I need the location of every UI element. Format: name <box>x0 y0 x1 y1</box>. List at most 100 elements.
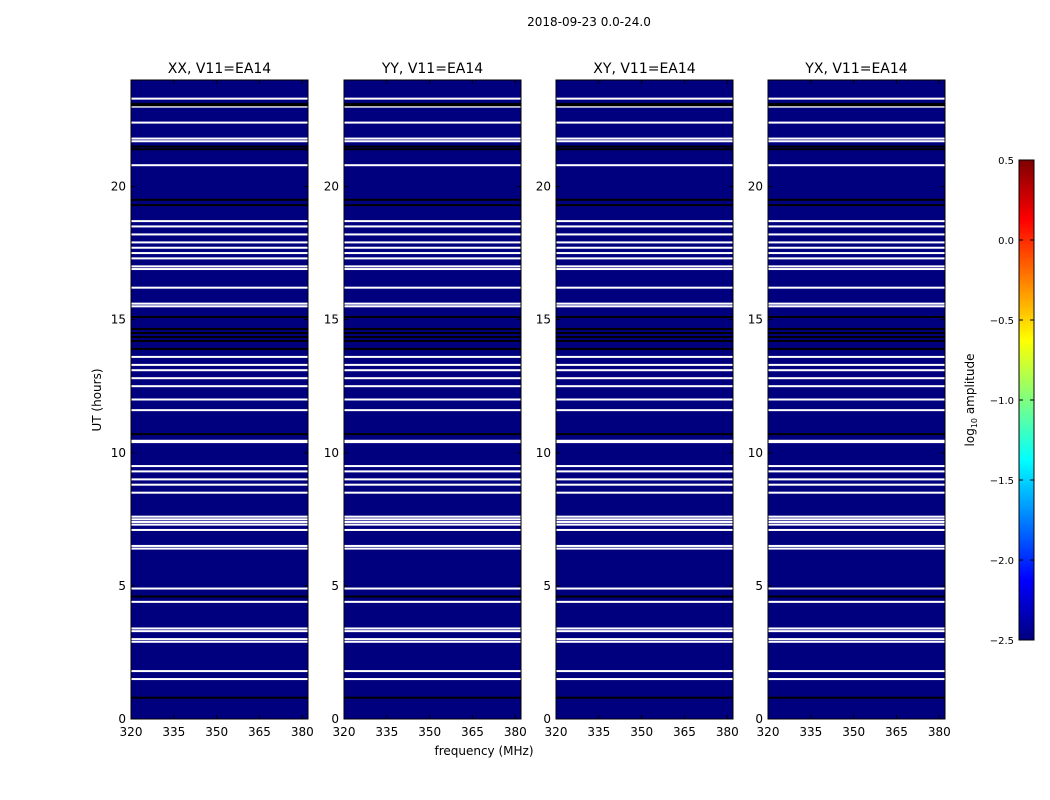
gap-line <box>344 305 521 308</box>
colorbar-tick-label: 0.5 <box>998 156 1014 167</box>
flag-line <box>131 145 308 148</box>
gap-line <box>131 638 308 641</box>
flag-line <box>768 331 945 334</box>
gap-line <box>556 220 733 223</box>
gap-line <box>556 547 733 550</box>
gap-line <box>556 363 733 366</box>
gap-line <box>768 355 945 358</box>
flag-line <box>131 104 308 107</box>
y-tick-label: 0 <box>331 712 339 726</box>
x-tick-label: 320 <box>120 725 143 739</box>
y-tick-label: 0 <box>118 712 126 726</box>
y-tick-label: 5 <box>118 579 126 593</box>
gap-line <box>556 441 733 444</box>
gap-line <box>768 137 945 140</box>
y-tick-label: 10 <box>748 446 763 460</box>
gap-line <box>131 678 308 681</box>
gap-line <box>344 523 521 526</box>
gap-line <box>768 515 945 518</box>
gap-line <box>768 544 945 547</box>
gap-line <box>768 441 945 444</box>
flag-line <box>131 315 308 318</box>
flag-line <box>556 145 733 148</box>
gap-line <box>768 246 945 249</box>
gap-line <box>768 220 945 223</box>
y-tick-label: 5 <box>543 579 551 593</box>
gap-line <box>556 121 733 124</box>
flag-line <box>556 315 733 318</box>
gap-line <box>556 140 733 143</box>
gap-line <box>556 439 733 442</box>
gap-line <box>768 241 945 244</box>
flag-line <box>768 315 945 318</box>
flag-line <box>768 204 945 207</box>
figure-suptitle: 2018-09-23 0.0-24.0 <box>527 15 651 29</box>
gap-line <box>556 286 733 289</box>
gap-line <box>556 520 733 523</box>
gap-line <box>556 305 733 308</box>
flag-line <box>131 347 308 350</box>
gap-line <box>768 302 945 305</box>
gap-line <box>768 363 945 366</box>
gap-line <box>344 518 521 521</box>
gap-line <box>768 305 945 308</box>
gap-line <box>556 600 733 603</box>
flag-line <box>344 104 521 107</box>
gap-line <box>344 265 521 268</box>
gap-line <box>556 252 733 255</box>
gap-line <box>768 547 945 550</box>
gap-line <box>556 670 733 673</box>
gap-line <box>131 627 308 630</box>
flag-line <box>344 696 521 699</box>
gap-line <box>131 478 308 481</box>
flag-line <box>556 347 733 350</box>
gap-line <box>131 97 308 100</box>
gap-line <box>556 246 733 249</box>
gap-line <box>556 640 733 643</box>
gap-line <box>131 523 308 526</box>
gap-line <box>131 483 308 486</box>
flag-line <box>131 204 308 207</box>
gap-line <box>768 518 945 521</box>
x-tick-label: 365 <box>461 725 484 739</box>
gap-line <box>768 385 945 388</box>
gap-line <box>344 257 521 260</box>
gap-line <box>556 528 733 531</box>
y-tick-label: 15 <box>748 313 763 327</box>
flag-line <box>768 104 945 107</box>
gap-line <box>768 268 945 271</box>
flag-line <box>344 315 521 318</box>
gap-line <box>556 97 733 100</box>
gap-line <box>344 97 521 100</box>
x-tick-label: 350 <box>205 725 228 739</box>
gap-line <box>344 398 521 401</box>
gap-line <box>344 483 521 486</box>
gap-line <box>556 544 733 547</box>
gap-line <box>131 544 308 547</box>
gap-line <box>768 478 945 481</box>
gap-line <box>344 377 521 380</box>
flag-line <box>344 433 521 436</box>
x-tick-label: 320 <box>757 725 780 739</box>
flag-line <box>344 347 521 350</box>
gap-line <box>131 233 308 236</box>
flag-line <box>768 198 945 201</box>
gap-line <box>556 470 733 473</box>
gap-line <box>556 587 733 590</box>
gap-line <box>344 355 521 358</box>
gap-line <box>344 627 521 630</box>
gap-line <box>768 409 945 412</box>
panel-4: YX, V11=EA14 320 335 350 365 380 0 5 10 15 20 <box>748 61 951 739</box>
gap-line <box>344 140 521 143</box>
y-tick-label: 5 <box>755 579 763 593</box>
gap-line <box>344 678 521 681</box>
panel-frame <box>767 79 946 720</box>
panel-title: XY, V11=EA14 <box>593 61 695 77</box>
gap-line <box>768 638 945 641</box>
gap-line <box>131 268 308 271</box>
flag-line <box>131 433 308 436</box>
gap-line <box>556 483 733 486</box>
y-tick-label: 5 <box>331 579 339 593</box>
y-tick-label: 20 <box>536 180 551 194</box>
flag-line <box>768 595 945 598</box>
